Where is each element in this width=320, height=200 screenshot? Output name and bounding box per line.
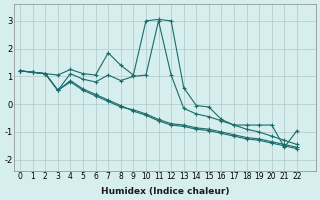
X-axis label: Humidex (Indice chaleur): Humidex (Indice chaleur)	[100, 187, 229, 196]
